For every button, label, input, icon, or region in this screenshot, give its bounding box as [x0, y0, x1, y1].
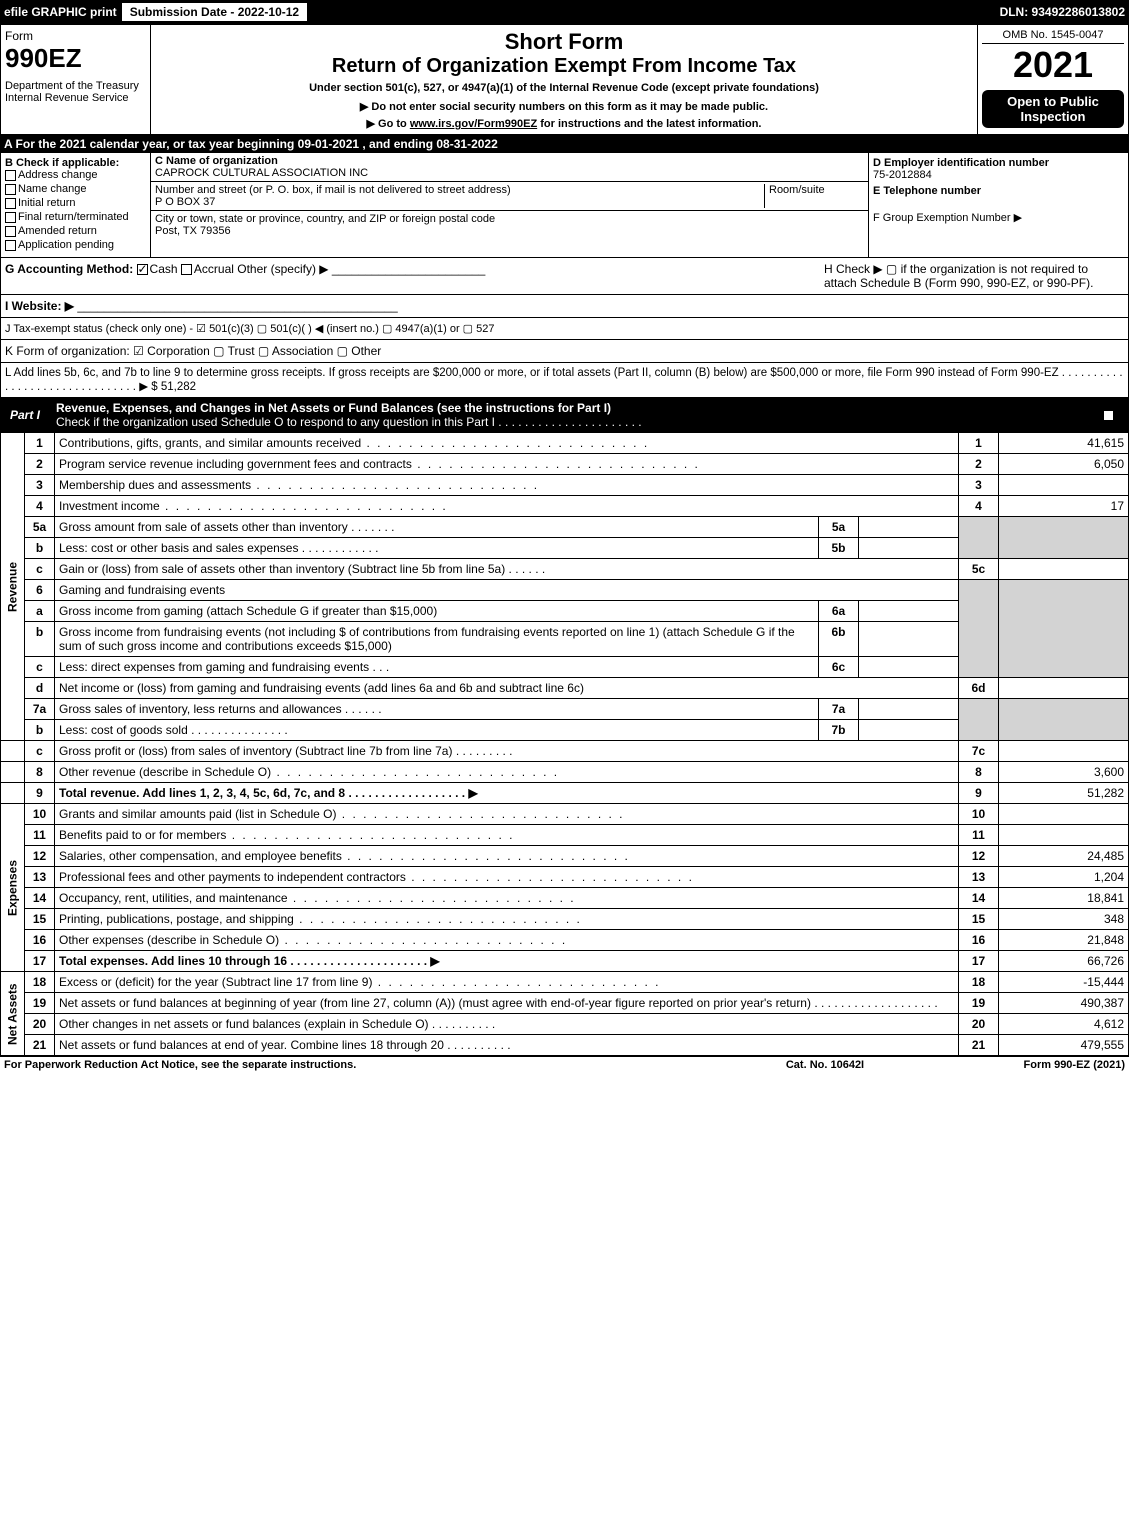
city-label: City or town, state or province, country… [155, 213, 495, 225]
form-ref: Form 990-EZ (2021) [925, 1059, 1125, 1071]
form-of-org: K Form of organization: ☑ Corporation ▢ … [0, 340, 1129, 363]
revenue-table: Revenue 1 Contributions, gifts, grants, … [0, 432, 1129, 1056]
expenses-side: Expenses [1, 804, 25, 972]
city: Post, TX 79356 [155, 225, 231, 237]
part1-checkbox[interactable] [1089, 408, 1129, 422]
under-section: Under section 501(c), 527, or 4947(a)(1)… [155, 82, 973, 94]
org-name: CAPROCK CULTURAL ASSOCIATION INC [155, 167, 864, 179]
dln: DLN: 93492286013802 [1000, 5, 1125, 19]
footer: For Paperwork Reduction Act Notice, see … [0, 1056, 1129, 1073]
goto-line: ▶ Go to www.irs.gov/Form990EZ for instru… [155, 117, 973, 130]
addr-label: Number and street (or P. O. box, if mail… [155, 184, 511, 196]
chk-address[interactable]: Address change [5, 169, 146, 181]
revenue-side: Revenue [1, 433, 25, 741]
accounting-method: G Accounting Method: Cash Accrual Other … [5, 262, 824, 290]
block-b: B Check if applicable: Address change Na… [1, 153, 151, 257]
gross-receipts: L Add lines 5b, 6c, and 7b to line 9 to … [0, 363, 1129, 398]
chk-initial[interactable]: Initial return [5, 197, 146, 209]
irs-link[interactable]: www.irs.gov/Form990EZ [410, 118, 537, 130]
submission-date: Submission Date - 2022-10-12 [121, 2, 308, 22]
cat-no: Cat. No. 10642I [725, 1059, 925, 1071]
tax-exempt-status: J Tax-exempt status (check only one) - ☑… [0, 318, 1129, 340]
chk-amended[interactable]: Amended return [5, 225, 146, 237]
tax-year: 2021 [982, 44, 1124, 86]
row-gh: G Accounting Method: Cash Accrual Other … [0, 258, 1129, 295]
chk-name[interactable]: Name change [5, 183, 146, 195]
chk-pending[interactable]: Application pending [5, 239, 146, 251]
block-bc: B Check if applicable: Address change Na… [0, 153, 1129, 258]
block-d: D Employer identification number 75-2012… [868, 153, 1128, 257]
paperwork-notice: For Paperwork Reduction Act Notice, see … [4, 1059, 725, 1071]
part1-header: Part I Revenue, Expenses, and Changes in… [0, 398, 1129, 432]
section-a: A For the 2021 calendar year, or tax yea… [0, 135, 1129, 153]
short-form-title: Short Form [155, 29, 973, 55]
netassets-side: Net Assets [1, 972, 25, 1056]
chk-final[interactable]: Final return/terminated [5, 211, 146, 223]
block-b-title: B Check if applicable: [5, 157, 146, 169]
department: Department of the Treasury Internal Reve… [5, 80, 146, 104]
website-row: I Website: ▶ ___________________________… [0, 295, 1129, 318]
addr: P O BOX 37 [155, 196, 215, 208]
part1-tab: Part I [0, 405, 50, 425]
ein: 75-2012884 [873, 169, 1124, 181]
ssn-note: ▶ Do not enter social security numbers o… [155, 100, 973, 113]
org-name-label: C Name of organization [155, 155, 864, 167]
return-title: Return of Organization Exempt From Incom… [155, 55, 973, 78]
goto-pre: ▶ Go to [367, 118, 410, 130]
form-word: Form [5, 29, 146, 43]
ein-label: D Employer identification number [873, 157, 1124, 169]
part1-title: Revenue, Expenses, and Changes in Net As… [50, 398, 1089, 432]
form-header: Form 990EZ Department of the Treasury In… [0, 24, 1129, 135]
group-exemption: F Group Exemption Number ▶ [873, 211, 1124, 224]
efile-label: efile GRAPHIC print [4, 5, 117, 19]
omb-number: OMB No. 1545-0047 [982, 29, 1124, 44]
tel-label: E Telephone number [873, 185, 1124, 197]
block-c: C Name of organization CAPROCK CULTURAL … [151, 153, 868, 257]
goto-post: for instructions and the latest informat… [537, 118, 761, 130]
room-label: Room/suite [769, 184, 825, 196]
schedule-b-check: H Check ▶ ▢ if the organization is not r… [824, 262, 1124, 290]
topbar: efile GRAPHIC print Submission Date - 20… [0, 0, 1129, 24]
open-inspection: Open to Public Inspection [982, 90, 1124, 128]
form-number: 990EZ [5, 43, 146, 74]
